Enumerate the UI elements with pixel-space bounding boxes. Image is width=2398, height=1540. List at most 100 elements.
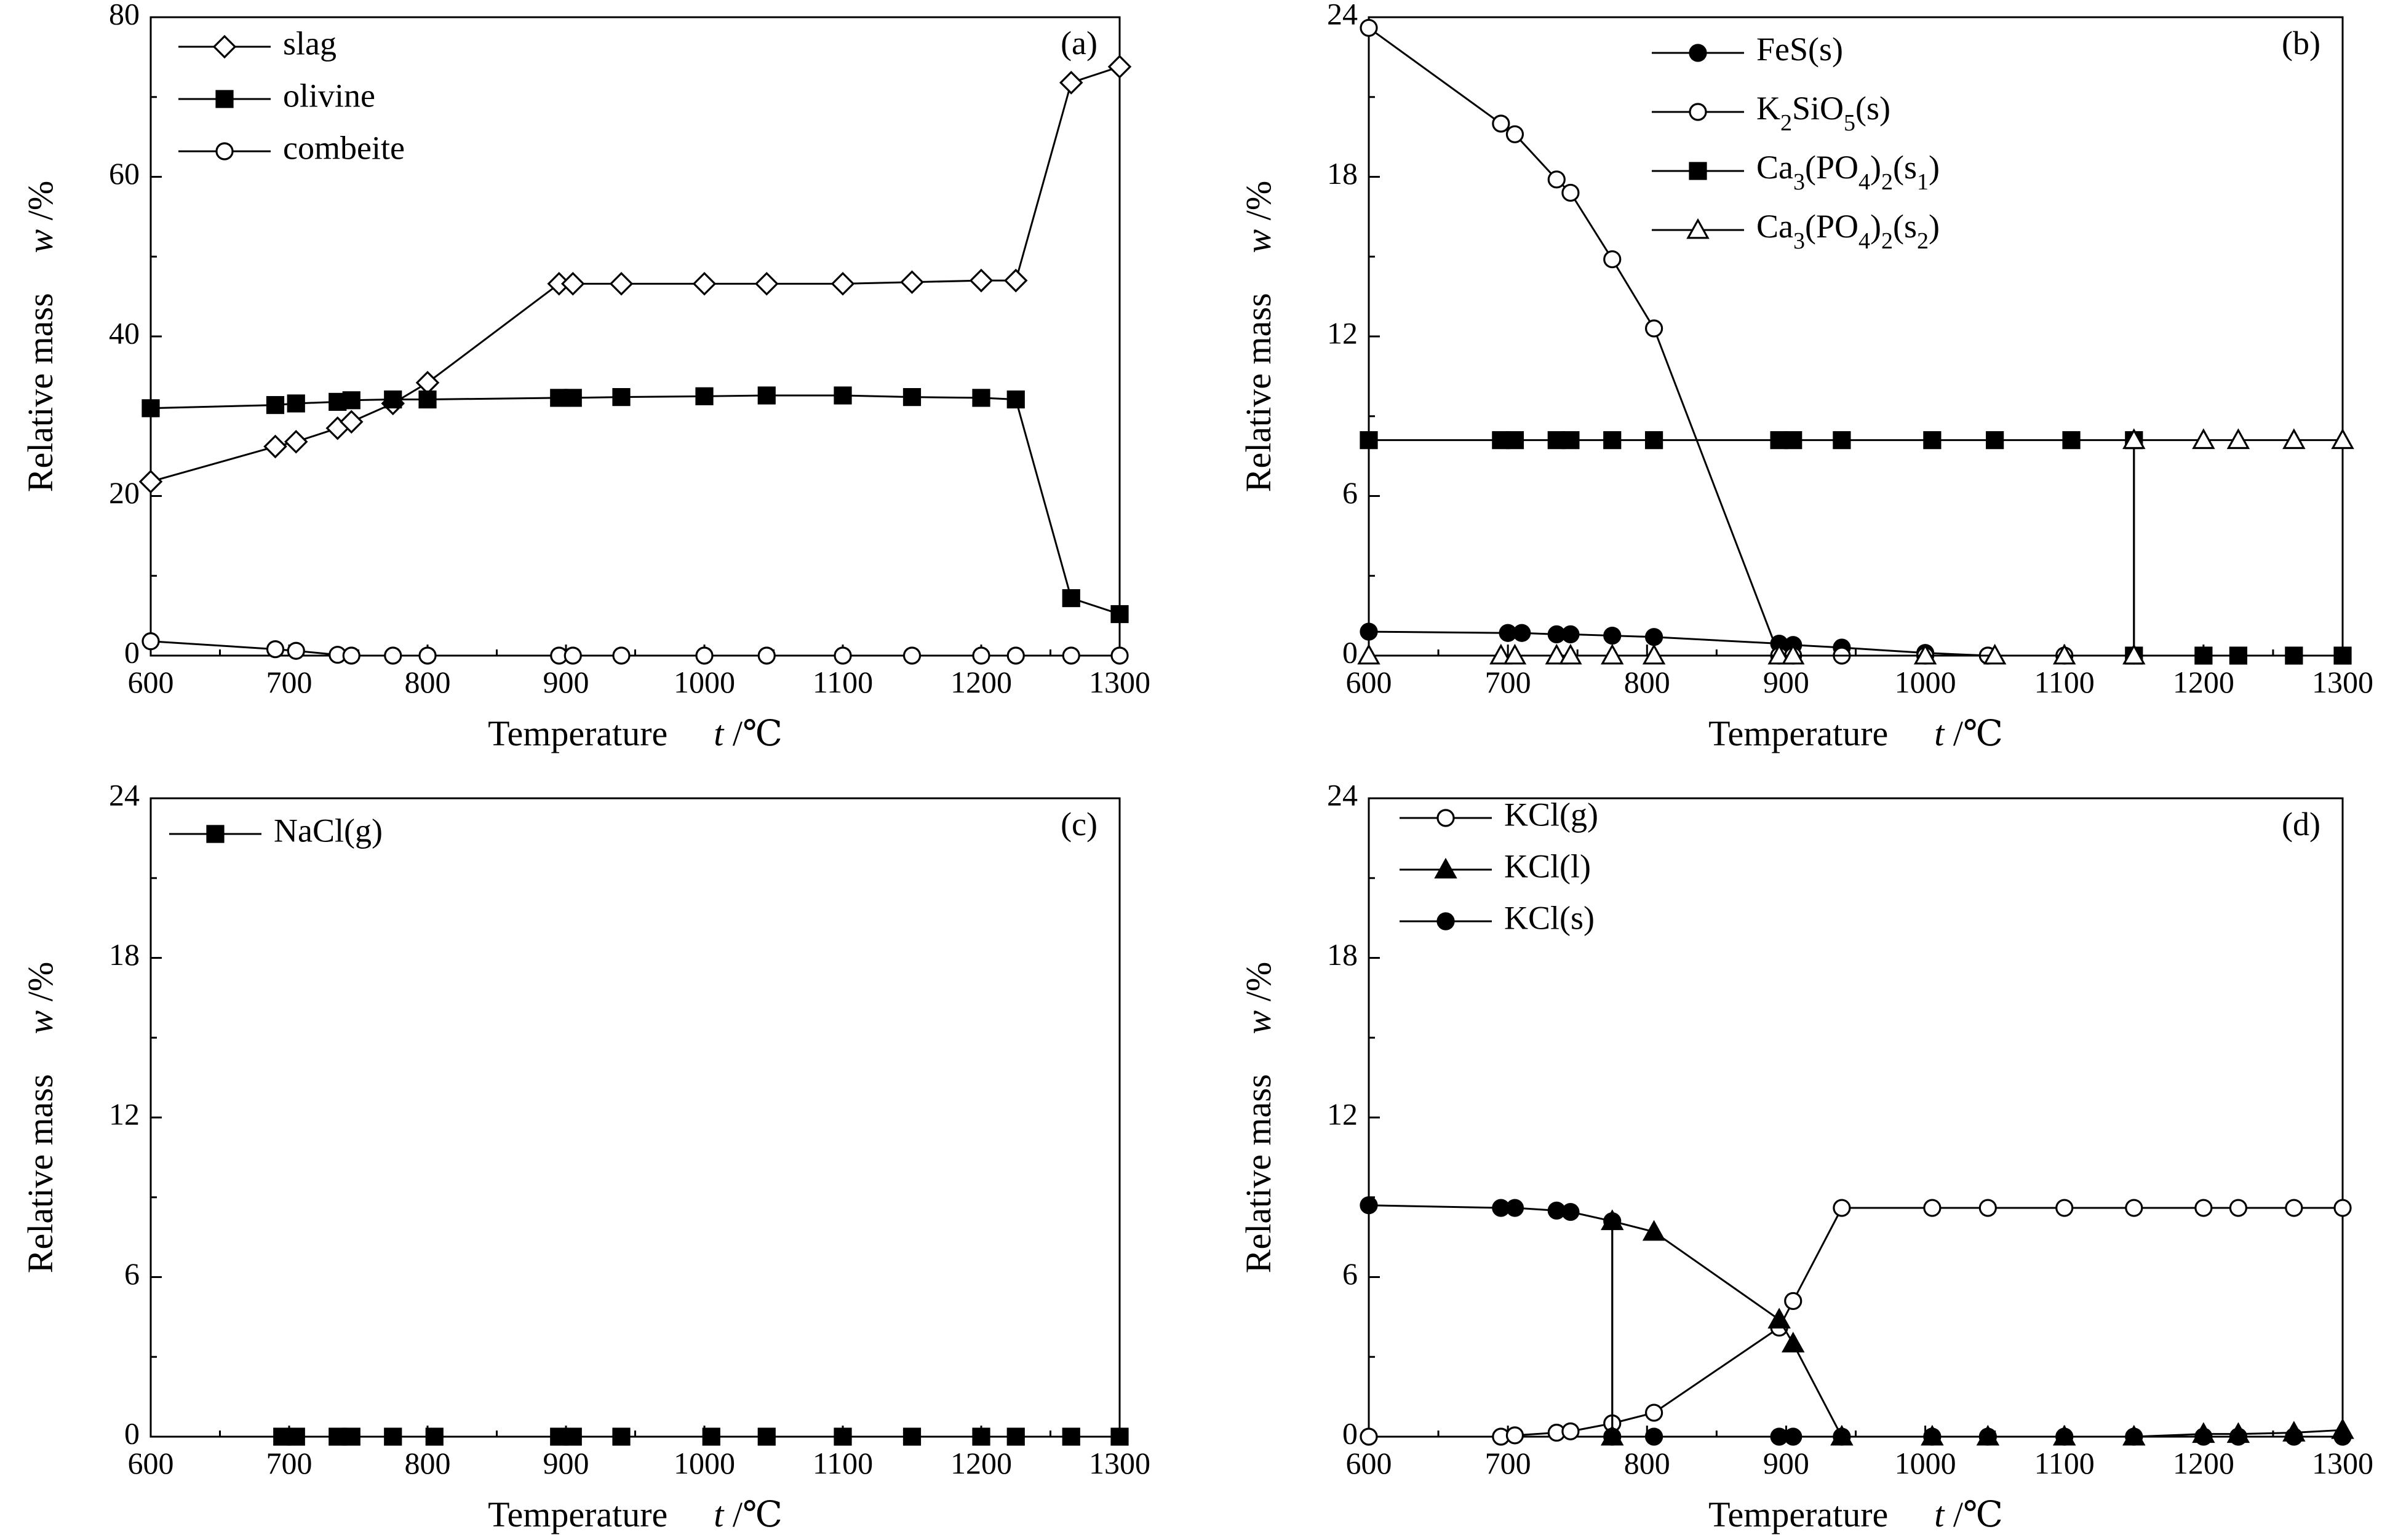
x-axis-title: Temperature t /℃ bbox=[488, 1494, 783, 1534]
series-ca3-po4-2-s1- bbox=[1360, 431, 2352, 665]
series-line bbox=[1369, 439, 2343, 657]
data-point bbox=[1644, 1403, 1663, 1422]
data-point bbox=[1767, 1308, 1791, 1329]
data-point bbox=[1360, 431, 1378, 450]
series-line bbox=[1369, 439, 2343, 657]
data-point bbox=[1110, 605, 1129, 624]
series-line bbox=[1368, 27, 2134, 657]
data-point bbox=[1767, 643, 1791, 665]
data-point bbox=[834, 386, 852, 405]
data-point bbox=[1489, 643, 1513, 665]
y-tick-label: 18 bbox=[1327, 937, 1358, 972]
data-point bbox=[418, 390, 437, 409]
data-point bbox=[757, 386, 776, 405]
y-tick-label: 0 bbox=[1342, 1416, 1358, 1450]
data-point bbox=[972, 1427, 990, 1446]
data-point bbox=[1360, 1196, 1378, 1215]
data-point bbox=[1062, 589, 1080, 608]
x-tick-label: 1000 bbox=[674, 1446, 735, 1480]
data-point bbox=[1505, 1199, 1524, 1217]
data-point bbox=[2122, 643, 2146, 665]
data-point bbox=[342, 391, 360, 410]
x-tick-label: 1300 bbox=[2312, 665, 2373, 699]
data-point bbox=[2285, 1199, 2303, 1217]
x-tick-label: 1300 bbox=[2312, 1446, 2373, 1480]
data-point bbox=[1503, 643, 1527, 665]
series-ca3-po4-2-s2- bbox=[1357, 428, 2354, 665]
x-axis-title: Temperature t /℃ bbox=[1708, 1494, 2003, 1534]
data-point bbox=[2229, 1427, 2247, 1446]
data-point bbox=[900, 270, 924, 295]
data-point bbox=[902, 1427, 922, 1446]
data-point bbox=[1782, 1332, 1805, 1353]
x-tick-label: 600 bbox=[128, 1446, 174, 1480]
data-point bbox=[384, 390, 402, 409]
x-tick-label: 1200 bbox=[2173, 665, 2234, 699]
legend-label: KCl(l) bbox=[1504, 847, 1591, 884]
data-point bbox=[2333, 1427, 2352, 1446]
data-point bbox=[266, 640, 285, 659]
x-tick-label: 900 bbox=[543, 665, 589, 699]
data-point bbox=[1913, 643, 1937, 665]
data-point bbox=[138, 469, 163, 494]
data-point bbox=[1833, 1199, 1851, 1217]
data-point bbox=[1059, 71, 1083, 95]
y-tick-label: 24 bbox=[1327, 777, 1358, 812]
x-tick-label: 800 bbox=[405, 665, 451, 699]
y-tick-label: 18 bbox=[109, 937, 140, 972]
x-tick-label: 700 bbox=[1485, 665, 1531, 699]
data-point bbox=[612, 388, 631, 407]
legend-label: combeite bbox=[283, 129, 405, 166]
data-point bbox=[1833, 431, 1851, 450]
y-tick-label: 24 bbox=[109, 777, 140, 812]
y-axis-title: Relative massw /% bbox=[20, 181, 60, 492]
x-tick-label: 900 bbox=[543, 1446, 589, 1480]
data-point bbox=[2055, 1427, 2074, 1446]
data-point bbox=[1062, 1427, 1080, 1446]
data-point bbox=[1601, 643, 1624, 665]
panel-label: (d) bbox=[2282, 806, 2320, 843]
data-point bbox=[1107, 55, 1132, 79]
data-point bbox=[1923, 1199, 1942, 1217]
data-point bbox=[757, 1427, 776, 1446]
data-point bbox=[1561, 1422, 1580, 1440]
data-point bbox=[1360, 1427, 1378, 1446]
y-tick-label: 0 bbox=[124, 1416, 140, 1450]
data-point bbox=[692, 272, 717, 296]
x-tick-label: 800 bbox=[1624, 665, 1670, 699]
data-point bbox=[2125, 1427, 2143, 1446]
y-tick-label: 12 bbox=[109, 1097, 140, 1131]
x-tick-label: 800 bbox=[405, 1446, 451, 1480]
data-point bbox=[1923, 431, 1942, 450]
data-point bbox=[284, 430, 308, 454]
data-point bbox=[1978, 1199, 1997, 1217]
data-point bbox=[1006, 1427, 1025, 1446]
data-point bbox=[287, 394, 305, 413]
legend-label: NaCl(g) bbox=[274, 812, 383, 849]
x-tick-label: 1000 bbox=[674, 665, 735, 699]
data-point bbox=[1357, 643, 1380, 665]
y-tick-label: 0 bbox=[1342, 635, 1358, 669]
data-point bbox=[1513, 624, 1531, 642]
y-tick-label: 6 bbox=[1342, 1256, 1358, 1291]
x-tick-label: 1000 bbox=[1895, 665, 1956, 699]
y-tick-label: 24 bbox=[1327, 0, 1358, 31]
data-point bbox=[1986, 431, 2004, 450]
data-point bbox=[1561, 625, 1580, 644]
x-tick-label: 700 bbox=[266, 1446, 313, 1480]
data-point bbox=[757, 646, 776, 665]
x-tick-label: 1100 bbox=[2034, 665, 2095, 699]
data-point bbox=[1006, 646, 1025, 665]
data-point bbox=[2062, 431, 2081, 450]
data-point bbox=[2125, 1199, 2143, 1217]
x-tick-label: 600 bbox=[128, 665, 174, 699]
series-k2sio5-s- bbox=[1360, 18, 2143, 665]
data-point bbox=[1644, 431, 1663, 450]
data-point bbox=[2055, 1199, 2074, 1217]
data-point bbox=[1983, 643, 2007, 665]
data-point bbox=[2285, 1427, 2303, 1446]
y-axis-title: Relative massw /% bbox=[1238, 181, 1278, 492]
data-point bbox=[2226, 428, 2250, 450]
y-tick-label: 12 bbox=[1327, 1097, 1358, 1131]
